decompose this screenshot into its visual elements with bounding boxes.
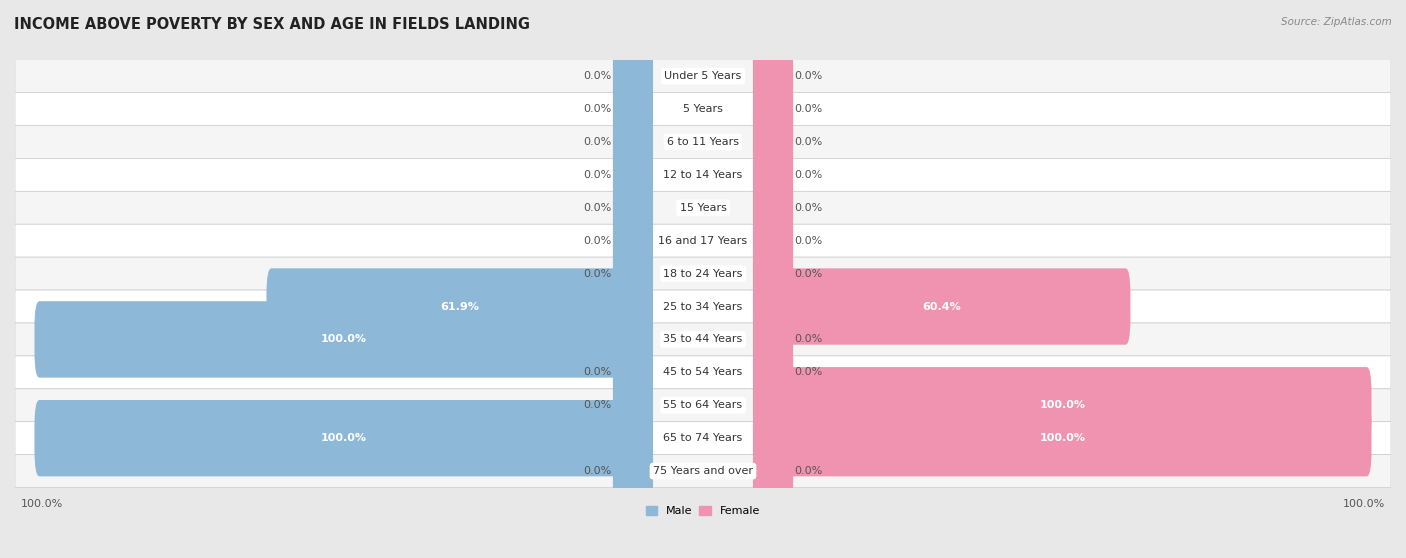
Text: 100.0%: 100.0% <box>321 433 367 443</box>
Text: 0.0%: 0.0% <box>794 334 823 344</box>
FancyBboxPatch shape <box>15 126 1391 158</box>
Text: 0.0%: 0.0% <box>583 235 612 246</box>
FancyBboxPatch shape <box>754 38 793 114</box>
Text: 0.0%: 0.0% <box>583 170 612 180</box>
FancyBboxPatch shape <box>754 400 1371 477</box>
Text: 0.0%: 0.0% <box>794 466 823 476</box>
Text: 0.0%: 0.0% <box>794 235 823 246</box>
FancyBboxPatch shape <box>613 137 652 213</box>
FancyBboxPatch shape <box>15 93 1391 126</box>
Text: 100.0%: 100.0% <box>1343 499 1385 509</box>
FancyBboxPatch shape <box>613 433 652 509</box>
Text: 75 Years and over: 75 Years and over <box>652 466 754 476</box>
Text: 0.0%: 0.0% <box>583 104 612 114</box>
FancyBboxPatch shape <box>613 235 652 312</box>
FancyBboxPatch shape <box>613 203 652 279</box>
FancyBboxPatch shape <box>15 323 1391 356</box>
FancyBboxPatch shape <box>15 356 1391 389</box>
FancyBboxPatch shape <box>15 455 1391 488</box>
Text: 15 Years: 15 Years <box>679 203 727 213</box>
Text: 60.4%: 60.4% <box>922 301 962 311</box>
Text: 0.0%: 0.0% <box>583 137 612 147</box>
Legend: Male, Female: Male, Female <box>641 501 765 521</box>
Text: 0.0%: 0.0% <box>794 203 823 213</box>
FancyBboxPatch shape <box>613 367 652 444</box>
FancyBboxPatch shape <box>613 71 652 147</box>
Text: 0.0%: 0.0% <box>794 367 823 377</box>
FancyBboxPatch shape <box>754 137 793 213</box>
FancyBboxPatch shape <box>267 268 652 345</box>
FancyBboxPatch shape <box>613 334 652 411</box>
FancyBboxPatch shape <box>15 389 1391 422</box>
Text: 45 to 54 Years: 45 to 54 Years <box>664 367 742 377</box>
FancyBboxPatch shape <box>754 367 1371 444</box>
Text: 0.0%: 0.0% <box>794 170 823 180</box>
Text: 35 to 44 Years: 35 to 44 Years <box>664 334 742 344</box>
Text: 0.0%: 0.0% <box>583 466 612 476</box>
Text: 100.0%: 100.0% <box>1039 433 1085 443</box>
Text: 100.0%: 100.0% <box>321 334 367 344</box>
FancyBboxPatch shape <box>754 203 793 279</box>
Text: Under 5 Years: Under 5 Years <box>665 71 741 81</box>
Text: Source: ZipAtlas.com: Source: ZipAtlas.com <box>1281 17 1392 27</box>
FancyBboxPatch shape <box>613 38 652 114</box>
Text: 0.0%: 0.0% <box>794 268 823 278</box>
FancyBboxPatch shape <box>15 224 1391 257</box>
FancyBboxPatch shape <box>754 301 793 378</box>
Text: 0.0%: 0.0% <box>583 268 612 278</box>
Text: 65 to 74 Years: 65 to 74 Years <box>664 433 742 443</box>
FancyBboxPatch shape <box>15 257 1391 290</box>
FancyBboxPatch shape <box>15 60 1391 93</box>
Text: 25 to 34 Years: 25 to 34 Years <box>664 301 742 311</box>
Text: 0.0%: 0.0% <box>583 367 612 377</box>
FancyBboxPatch shape <box>15 158 1391 191</box>
FancyBboxPatch shape <box>35 301 652 378</box>
Text: 100.0%: 100.0% <box>21 499 63 509</box>
FancyBboxPatch shape <box>35 400 652 477</box>
FancyBboxPatch shape <box>754 104 793 180</box>
FancyBboxPatch shape <box>15 191 1391 224</box>
Text: 61.9%: 61.9% <box>440 301 479 311</box>
FancyBboxPatch shape <box>754 71 793 147</box>
FancyBboxPatch shape <box>15 290 1391 323</box>
Text: 5 Years: 5 Years <box>683 104 723 114</box>
FancyBboxPatch shape <box>15 422 1391 455</box>
FancyBboxPatch shape <box>613 170 652 246</box>
Text: 12 to 14 Years: 12 to 14 Years <box>664 170 742 180</box>
FancyBboxPatch shape <box>754 170 793 246</box>
Text: 0.0%: 0.0% <box>794 137 823 147</box>
FancyBboxPatch shape <box>754 268 1130 345</box>
Text: 0.0%: 0.0% <box>794 104 823 114</box>
Text: 0.0%: 0.0% <box>583 203 612 213</box>
Text: 6 to 11 Years: 6 to 11 Years <box>666 137 740 147</box>
Text: 0.0%: 0.0% <box>583 71 612 81</box>
Text: 55 to 64 Years: 55 to 64 Years <box>664 400 742 410</box>
Text: 0.0%: 0.0% <box>583 400 612 410</box>
Text: 100.0%: 100.0% <box>1039 400 1085 410</box>
Text: INCOME ABOVE POVERTY BY SEX AND AGE IN FIELDS LANDING: INCOME ABOVE POVERTY BY SEX AND AGE IN F… <box>14 17 530 32</box>
FancyBboxPatch shape <box>754 235 793 312</box>
FancyBboxPatch shape <box>754 433 793 509</box>
Text: 16 and 17 Years: 16 and 17 Years <box>658 235 748 246</box>
Text: 18 to 24 Years: 18 to 24 Years <box>664 268 742 278</box>
FancyBboxPatch shape <box>754 334 793 411</box>
Text: 0.0%: 0.0% <box>794 71 823 81</box>
FancyBboxPatch shape <box>613 104 652 180</box>
